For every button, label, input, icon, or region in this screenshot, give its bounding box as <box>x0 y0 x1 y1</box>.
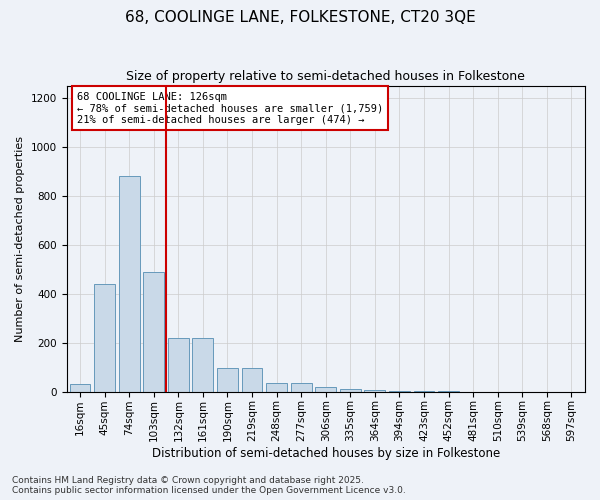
Title: Size of property relative to semi-detached houses in Folkestone: Size of property relative to semi-detach… <box>127 70 525 83</box>
Bar <box>119 176 140 392</box>
Y-axis label: Number of semi-detached properties: Number of semi-detached properties <box>15 136 25 342</box>
Bar <box>143 272 164 392</box>
Bar <box>242 368 262 392</box>
Bar <box>168 338 189 392</box>
Bar <box>193 338 214 392</box>
Bar <box>217 368 238 392</box>
Bar <box>70 384 91 392</box>
Bar <box>266 383 287 392</box>
X-axis label: Distribution of semi-detached houses by size in Folkestone: Distribution of semi-detached houses by … <box>152 447 500 460</box>
Text: Contains HM Land Registry data © Crown copyright and database right 2025.
Contai: Contains HM Land Registry data © Crown c… <box>12 476 406 495</box>
Bar <box>316 388 336 392</box>
Bar <box>291 383 311 392</box>
Bar <box>94 284 115 392</box>
Text: 68 COOLINGE LANE: 126sqm
← 78% of semi-detached houses are smaller (1,759)
21% o: 68 COOLINGE LANE: 126sqm ← 78% of semi-d… <box>77 92 383 125</box>
Bar <box>364 390 385 392</box>
Text: 68, COOLINGE LANE, FOLKESTONE, CT20 3QE: 68, COOLINGE LANE, FOLKESTONE, CT20 3QE <box>125 10 475 25</box>
Bar <box>340 389 361 392</box>
